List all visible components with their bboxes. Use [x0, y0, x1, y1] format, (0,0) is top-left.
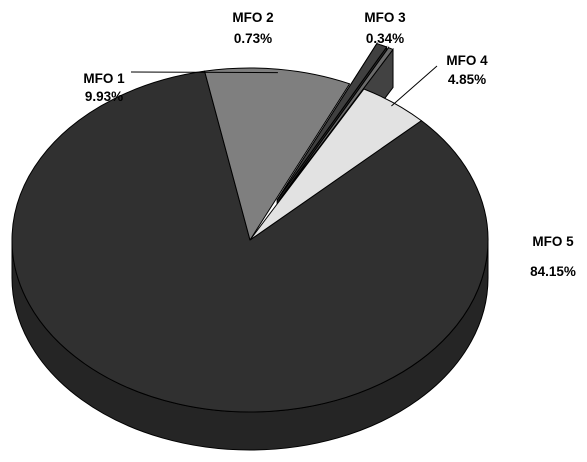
category-label-mfo-2: MFO 2: [232, 10, 273, 25]
value-label-mfo-4: 4.85%: [448, 72, 486, 87]
category-label-mfo-3: MFO 3: [364, 10, 406, 25]
pie-top-layer: [11, 43, 489, 413]
slice-mfo-2: [276, 43, 388, 201]
category-label-mfo-1: MFO 1: [83, 71, 125, 86]
slice-labels: MFO 1 9.93% MFO 2 0.73% MFO 3 0.34% MFO …: [83, 10, 576, 279]
leader-line-mfo-4: [391, 65, 438, 107]
slice-label-mfo-5: MFO 5 84.15%: [530, 234, 576, 279]
slice-label-mfo-2: MFO 2 0.73%: [232, 10, 273, 46]
slice-mfo-1: [204, 67, 351, 241]
leader-lines: [130, 65, 438, 107]
category-label-mfo-5: MFO 5: [532, 234, 574, 249]
slice-mfo-5: [11, 70, 489, 413]
category-label-mfo-4: MFO 4: [446, 53, 488, 68]
slice-label-mfo-3: MFO 3 0.34%: [364, 10, 406, 46]
value-label-mfo-5: 84.15%: [530, 264, 576, 279]
slice-mfo-3: [278, 47, 394, 201]
slice-label-mfo-4: MFO 4 4.85%: [446, 53, 488, 87]
value-label-mfo-2: 0.73%: [234, 31, 272, 46]
value-label-mfo-3: 0.34%: [366, 31, 404, 46]
slice-label-mfo-1: MFO 1 9.93%: [83, 71, 125, 104]
leader-line-mfo-1: [130, 71, 278, 74]
value-label-mfo-1: 9.93%: [85, 89, 123, 104]
